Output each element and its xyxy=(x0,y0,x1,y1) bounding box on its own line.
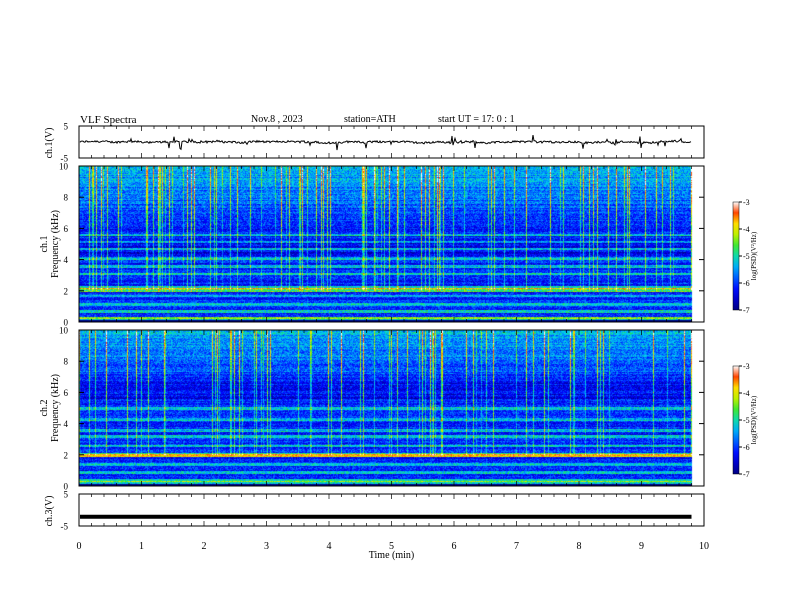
ch-1-frequency-axis-label-line: ch.1 xyxy=(39,236,50,253)
station-label: station=ATH xyxy=(344,114,396,125)
colorbar-tick-label: -7 xyxy=(743,306,750,315)
start-time-label: start UT = 17: 0 : 1 xyxy=(438,114,515,125)
x-axis-label: Time (min) xyxy=(369,550,414,561)
x-tick-label: 0 xyxy=(77,541,82,552)
ch-2-frequency-axis-label: ch.2 Frequency (kHz) xyxy=(39,374,61,442)
y-tick-label: 2 xyxy=(64,450,69,460)
colorbar-tick-label: -5 xyxy=(743,252,750,261)
ch-1-frequency-axis-label-line: Frequency (kHz) xyxy=(50,210,61,278)
y-tick-label: -5 xyxy=(61,522,69,532)
signal-trace xyxy=(79,135,692,151)
x-tick-label: 1 xyxy=(139,541,144,552)
y-tick-label: 4 xyxy=(64,255,69,265)
spectrogram-ch1 xyxy=(79,166,704,322)
y-tick-label: 6 xyxy=(64,224,69,234)
x-tick-label: 8 xyxy=(577,541,582,552)
y-tick-label: 10 xyxy=(59,162,69,172)
ch-1-axis-label-line: ch.1(V) xyxy=(44,128,55,159)
y-tick-label: 8 xyxy=(64,193,69,203)
colorbar-tick-label: -4 xyxy=(743,225,750,234)
y-tick-label: 4 xyxy=(64,419,69,429)
spectrogram-ch1-image xyxy=(79,166,704,322)
ch-2-frequency-axis-label-line: Frequency (kHz) xyxy=(50,374,61,442)
y-tick-label: -5 xyxy=(61,154,69,164)
colorbar-label: log(PSD)(V²/Hz) xyxy=(750,395,758,444)
recording-date: Nov.8 , 2023 xyxy=(251,114,303,125)
x-tick-label: 7 xyxy=(514,541,519,552)
y-tick-label: 2 xyxy=(64,286,69,296)
colorbar-tick-label: -3 xyxy=(743,198,750,207)
y-tick-label: 5 xyxy=(64,490,69,500)
colorbar-ch1 xyxy=(732,201,740,311)
colorbar-tick-label: -6 xyxy=(743,279,750,288)
spectrogram-ch2 xyxy=(79,330,704,486)
ch-1-frequency-axis-label: ch.1 Frequency (kHz) xyxy=(39,210,61,278)
colorbar-label: log(PSD)(V²/Hz) xyxy=(750,231,758,280)
colorbar-tick-label: -4 xyxy=(743,389,750,398)
x-tick-label: 2 xyxy=(202,541,207,552)
colorbar-tick-label: -6 xyxy=(743,443,750,452)
spectrogram-ch2-image xyxy=(79,330,704,486)
colorbar-tick-label: -7 xyxy=(743,470,750,479)
colorbar-label-text: log(PSD)(V²/Hz) xyxy=(750,231,758,280)
y-tick-label: 0 xyxy=(64,318,69,328)
ch-3-axis-label-line: ch.3(V) xyxy=(44,496,55,527)
colorbar-tick-label: -3 xyxy=(743,362,750,371)
y-tick-label: 5 xyxy=(64,122,69,132)
colorbar-label-text: log(PSD)(V²/Hz) xyxy=(750,395,758,444)
colorbar-tick-label: -5 xyxy=(743,416,750,425)
x-tick-label: 3 xyxy=(264,541,269,552)
ch-3-axis-label: ch.3(V) xyxy=(44,496,55,527)
y-tick-label: 0 xyxy=(64,482,69,492)
x-tick-label: 10 xyxy=(699,541,709,552)
x-tick-label: 9 xyxy=(639,541,644,552)
ch-2-frequency-axis-label-line: ch.2 xyxy=(39,400,50,417)
x-tick-label: 5 xyxy=(389,541,394,552)
x-tick-label: 4 xyxy=(327,541,332,552)
x-tick-label: 6 xyxy=(452,541,457,552)
chart-title: VLF Spectra xyxy=(80,114,137,126)
y-tick-label: 6 xyxy=(64,388,69,398)
y-tick-label: 8 xyxy=(64,357,69,367)
colorbar-ch2 xyxy=(732,365,740,475)
ch-1-axis-label: ch.1(V) xyxy=(44,128,55,159)
y-tick-label: 10 xyxy=(59,326,69,336)
